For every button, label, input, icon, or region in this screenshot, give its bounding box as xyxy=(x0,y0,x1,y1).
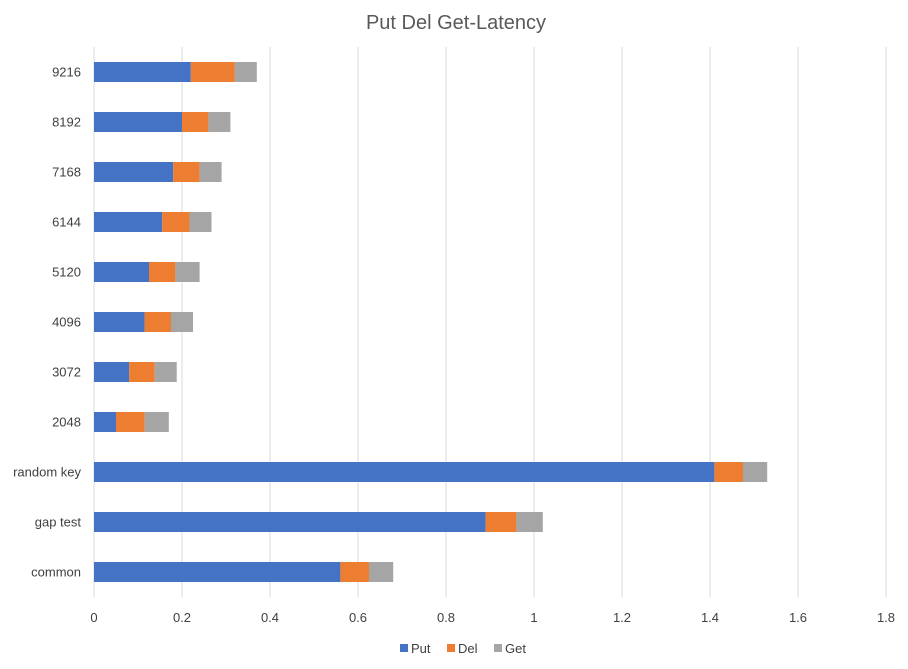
bar-del-common xyxy=(340,562,369,582)
bar-put-random-key xyxy=(94,462,715,482)
bars xyxy=(94,62,768,582)
bar-get-3072 xyxy=(154,362,177,382)
bar-get-7168 xyxy=(199,162,222,182)
y-tick-label: random key xyxy=(13,465,81,480)
bar-get-6144 xyxy=(189,212,212,232)
bar-put-5120 xyxy=(94,262,149,282)
bar-get-9216 xyxy=(234,62,257,82)
bar-put-6144 xyxy=(94,212,163,232)
bar-get-random-key xyxy=(743,462,768,482)
x-tick-label: 1 xyxy=(530,610,537,625)
y-tick-label: common xyxy=(31,565,81,580)
bar-put-8192 xyxy=(94,112,182,132)
y-tick-label: 3072 xyxy=(52,365,81,380)
legend-label-put: Put xyxy=(411,641,431,656)
x-tick-label: 1.6 xyxy=(789,610,807,625)
legend-swatch-get xyxy=(494,644,502,652)
y-tick-label: 8192 xyxy=(52,115,81,130)
x-tick-label: 0.4 xyxy=(261,610,279,625)
bar-del-random-key xyxy=(714,462,743,482)
chart-title: Put Del Get-Latency xyxy=(366,12,546,34)
bar-del-3072 xyxy=(129,362,155,382)
bar-del-9216 xyxy=(190,62,235,82)
legend-swatch-put xyxy=(400,644,408,652)
bar-get-4096 xyxy=(171,312,193,332)
bar-get-common xyxy=(369,562,394,582)
bar-put-gap-test xyxy=(94,512,486,532)
x-tick-label: 0.2 xyxy=(173,610,191,625)
y-tick-label: 2048 xyxy=(52,415,81,430)
y-axis-ticks: common gap test random key 2048 3072 4096 5120… xyxy=(13,65,81,580)
bar-del-8192 xyxy=(182,112,209,132)
x-tick-label: 0 xyxy=(90,610,97,625)
x-axis-ticks: 0 0.2 0.4 0.6 0.8 1 1.2 1.4 1.6 1.8 xyxy=(90,610,895,625)
bar-del-7168 xyxy=(173,162,200,182)
bar-put-7168 xyxy=(94,162,174,182)
y-tick-label: gap test xyxy=(35,515,82,530)
bar-del-4096 xyxy=(144,312,171,332)
y-tick-label: 4096 xyxy=(52,315,81,330)
x-tick-label: 1.2 xyxy=(613,610,631,625)
legend-label-del: Del xyxy=(458,641,478,656)
bar-get-gap-test xyxy=(516,512,543,532)
bar-del-5120 xyxy=(149,262,176,282)
legend-label-get: Get xyxy=(505,641,526,656)
legend: Put Del Get xyxy=(400,641,526,656)
bar-put-3072 xyxy=(94,362,130,382)
x-tick-label: 0.8 xyxy=(437,610,455,625)
bar-put-common xyxy=(94,562,341,582)
bar-put-9216 xyxy=(94,62,191,82)
y-tick-label: 5120 xyxy=(52,265,81,280)
bar-get-8192 xyxy=(208,112,231,132)
x-tick-label: 1.4 xyxy=(701,610,719,625)
y-tick-label: 9216 xyxy=(52,65,81,80)
bar-get-2048 xyxy=(144,412,169,432)
gridlines xyxy=(93,47,887,597)
y-tick-label: 7168 xyxy=(52,165,81,180)
bar-del-gap-test xyxy=(485,512,517,532)
bar-del-6144 xyxy=(162,212,190,232)
bar-get-5120 xyxy=(175,262,200,282)
bar-put-4096 xyxy=(94,312,145,332)
x-tick-label: 1.8 xyxy=(877,610,895,625)
bar-del-2048 xyxy=(116,412,145,432)
legend-swatch-del xyxy=(447,644,455,652)
bar-put-2048 xyxy=(94,412,116,432)
y-tick-label: 6144 xyxy=(52,215,81,230)
x-tick-label: 0.6 xyxy=(349,610,367,625)
